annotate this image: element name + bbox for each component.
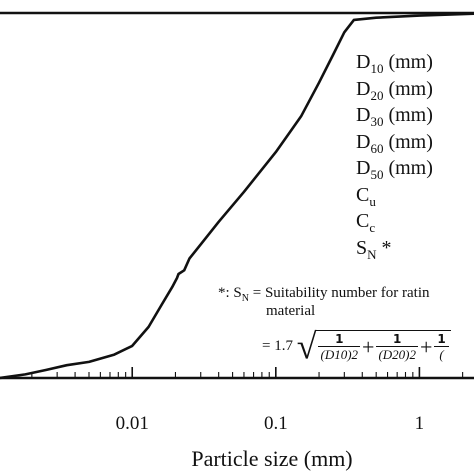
- footnote-line2: material: [266, 303, 316, 319]
- x-axis-ticks: [31, 367, 464, 378]
- legend-item: D10 (mm): [356, 51, 433, 76]
- fraction-numerator: 1: [318, 332, 361, 347]
- fraction-denominator-d20: (D20)2: [378, 347, 416, 362]
- plus-sign: +: [362, 334, 375, 360]
- legend-item: D60 (mm): [356, 130, 433, 156]
- plus-sign: +: [420, 334, 433, 360]
- sqrt-sign: √: [296, 326, 317, 367]
- legend-item: D30 (mm): [356, 104, 433, 129]
- footnote: *: SN = Suitability number for ratin: [218, 285, 430, 304]
- fraction-denominator-d10: (D10)2: [320, 347, 359, 362]
- x-axis-tick-labels: 0.01 0.1 1: [116, 413, 425, 434]
- equation-prefix: = 1.7: [262, 337, 293, 354]
- fraction-numerator: 1: [434, 332, 449, 347]
- legend-item: D50 (mm): [356, 157, 433, 182]
- fraction-d10: 1 (D10)2: [318, 332, 361, 363]
- fraction-numerator: 1: [376, 332, 418, 347]
- x-tick-label: 0.1: [264, 413, 288, 434]
- sn-equation: = 1.7 √ 1 (D10)2 +1 (D20)2 +1(: [262, 329, 451, 365]
- legend-item: SN *: [356, 236, 392, 262]
- x-tick-label: 1: [415, 413, 425, 434]
- fraction-d20: 1 (D20)2: [376, 332, 418, 363]
- radicand: 1 (D10)2 +1 (D20)2 +1(: [316, 330, 451, 363]
- fraction-d30: 1(: [434, 332, 449, 363]
- footnote-sub: N: [241, 293, 249, 304]
- footnote-text: = Suitability number for ratin: [249, 285, 430, 301]
- fraction-denominator-d30: (: [439, 347, 444, 362]
- legend-item: Cu: [356, 183, 376, 209]
- grain-size-curve: [0, 12, 474, 380]
- x-tick-label: 0.01: [116, 413, 149, 434]
- footnote-prefix: *: S: [218, 285, 242, 301]
- legend-item: Cc: [356, 210, 376, 235]
- x-axis-title: Particle size (mm): [191, 446, 352, 471]
- legend-item: D20 (mm): [356, 77, 433, 103]
